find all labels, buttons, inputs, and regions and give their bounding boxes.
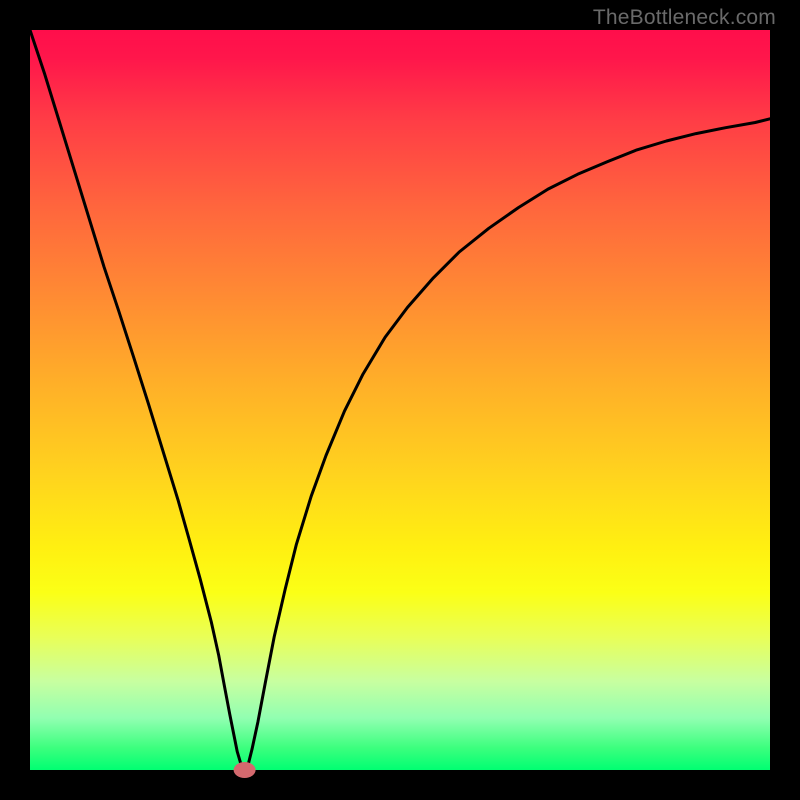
curve-layer bbox=[30, 30, 770, 770]
minimum-marker bbox=[234, 762, 256, 778]
plot-area bbox=[30, 30, 770, 770]
bottleneck-curve bbox=[30, 30, 770, 770]
watermark-text: TheBottleneck.com bbox=[593, 6, 776, 30]
chart-frame: TheBottleneck.com bbox=[0, 0, 800, 800]
